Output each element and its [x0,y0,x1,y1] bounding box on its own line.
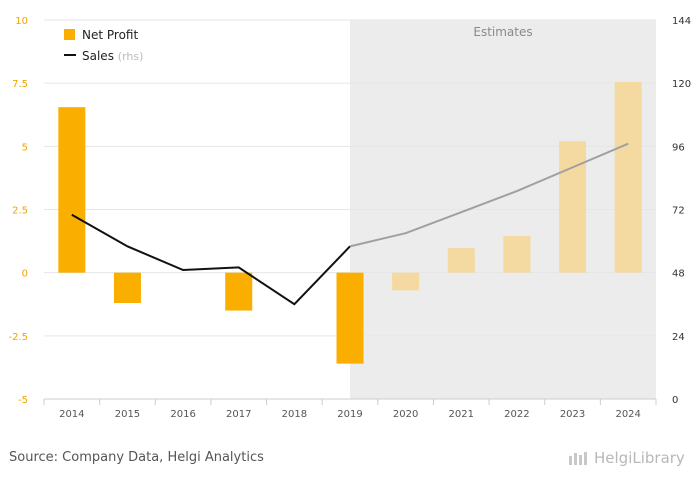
sales-line-actual [71,213,351,306]
sales-line-estimate [349,142,629,248]
left-tick-label: 2.5 [12,206,28,217]
right-tick-label: 144 [672,16,691,27]
legend-sales-suffix: (rhs) [118,50,144,63]
right-tick-label: 72 [672,206,685,217]
x-tick-label: 2019 [337,409,362,420]
legend-sales-text: Sales (rhs) [82,49,143,63]
left-tick-label: 5 [22,142,28,153]
net-profit-bar [113,272,141,303]
x-tick-label: 2015 [115,409,140,420]
left-axis: 10 7.5 5 2.5 0 -2.5 -5 [8,16,28,406]
x-tick-label: 2023 [560,409,585,420]
left-tick-label: 10 [15,16,28,27]
net-profit-bar [503,236,531,273]
legend-net-profit-swatch [64,29,75,40]
legend-sales-label: Sales [82,49,114,63]
left-tick-label: 7.5 [12,79,28,90]
net-profit-bars [58,81,642,364]
net-profit-bar [614,81,642,273]
x-tick-label: 2021 [449,409,474,420]
x-tick-label: 2016 [170,409,195,420]
net-profit-bar [447,248,475,273]
x-tick-label: 2018 [282,409,307,420]
sales-line [71,142,629,306]
net-profit-bar [559,141,587,273]
estimates-label: Estimates [473,25,532,39]
right-tick-label: 0 [672,395,678,406]
x-tick-label: 2024 [615,409,640,420]
right-tick-label: 48 [672,269,685,280]
net-profit-bar [58,107,86,273]
net-profit-bar [225,272,253,311]
chart: Estimates 10 7.5 5 2.5 0 -2.5 -5 144 120 96 72 48 2… [8,16,691,420]
x-tick-label: 2014 [59,409,84,420]
right-tick-label: 96 [672,142,685,153]
logo-text: HelgiLibrary [594,449,685,467]
net-profit-bar [336,272,364,364]
helgi-library-logo: HelgiLibrary [568,449,685,467]
x-tick-label: 2020 [393,409,418,420]
library-icon [569,452,587,465]
x-tick-label: 2017 [226,409,251,420]
source-note: Source: Company Data, Helgi Analytics [9,450,264,465]
right-axis: 144 120 96 72 48 24 0 [672,16,691,406]
legend-net-profit-label: Net Profit [82,28,138,42]
x-axis: 2014 2015 2016 2017 2018 2019 2020 2021 2022 2023… [43,399,657,420]
left-tick-label: -2.5 [8,332,28,343]
left-tick-label: -5 [18,395,28,406]
legend: Net Profit Sales (rhs) [64,28,143,63]
right-tick-label: 24 [672,332,685,343]
left-tick-label: 0 [22,269,28,280]
x-tick-label: 2022 [504,409,529,420]
right-tick-label: 120 [672,79,691,90]
net-profit-bar [392,272,420,291]
